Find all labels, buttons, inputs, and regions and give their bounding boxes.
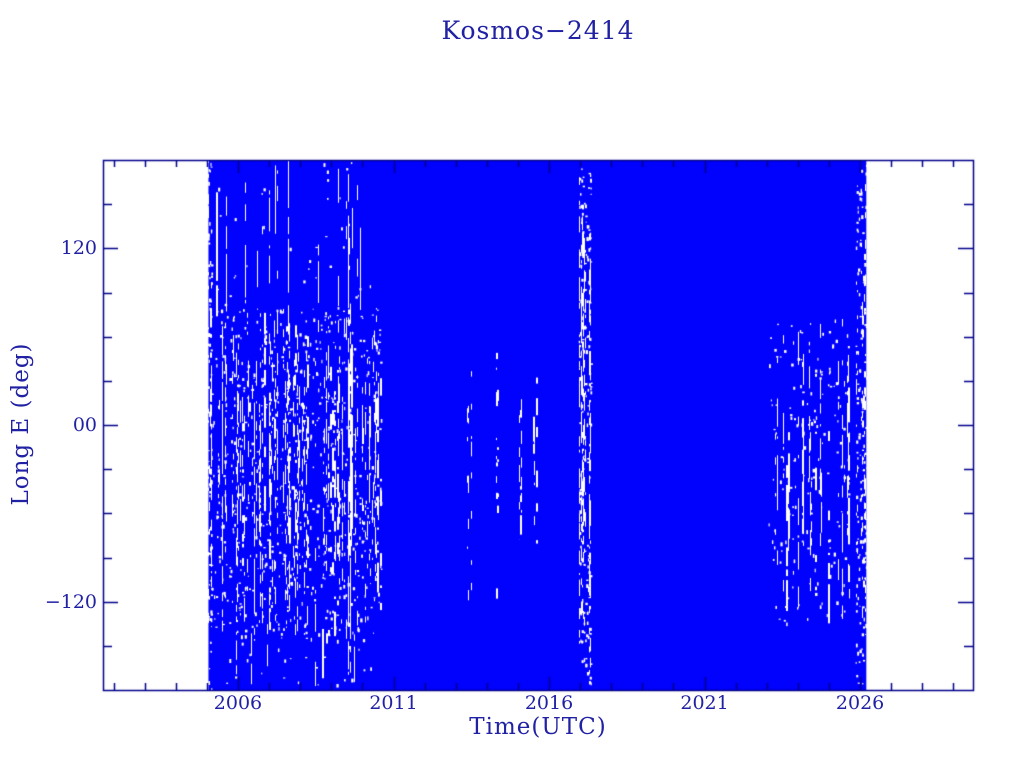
x-tick-label: 2016	[524, 692, 574, 714]
y-tick-label: 120	[60, 237, 97, 260]
figure-title: Kosmos−2414	[441, 16, 635, 45]
x-tick-label: 2006	[213, 692, 263, 714]
y-tick-label: 00	[72, 414, 97, 436]
x-axis-title: Time(UTC)	[469, 714, 607, 740]
x-tick-label: 2011	[369, 692, 418, 714]
x-tick-label: 2026	[835, 692, 885, 714]
y-tick-label: −120	[44, 590, 97, 613]
x-tick-label: 2021	[680, 692, 729, 714]
